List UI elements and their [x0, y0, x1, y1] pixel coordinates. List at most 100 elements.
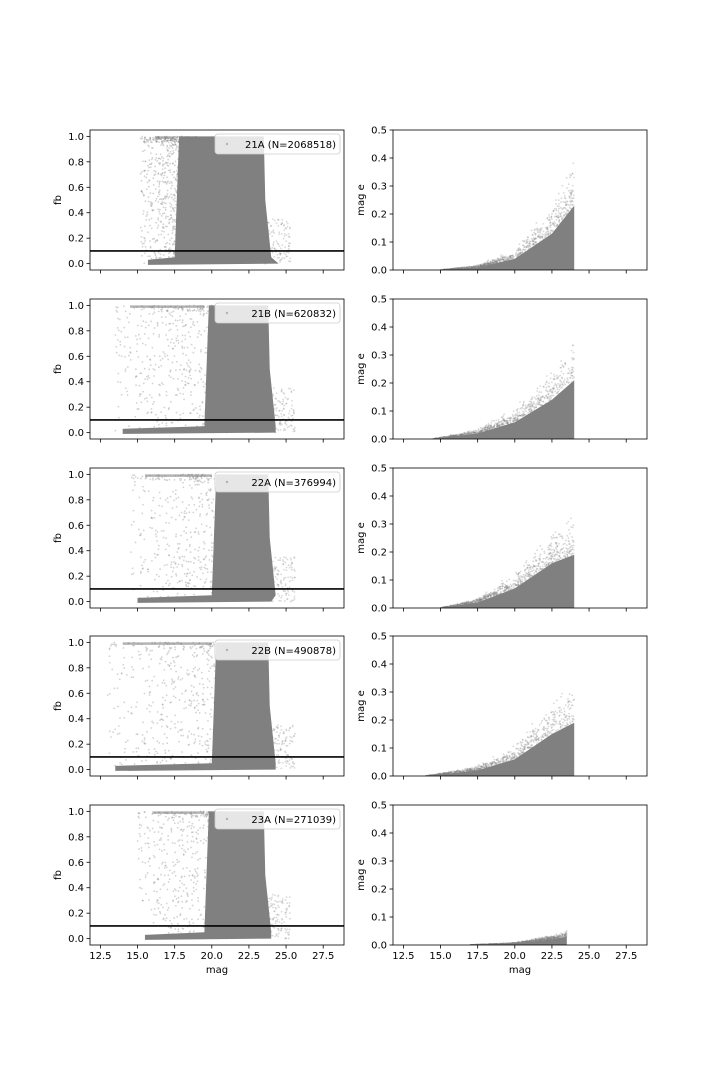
data-point [153, 400, 155, 403]
data-point [537, 398, 540, 401]
data-point [161, 141, 164, 144]
data-point [135, 375, 138, 378]
dense-core [147, 136, 279, 265]
data-point [156, 321, 159, 324]
data-point [283, 428, 286, 430]
axes-frame [89, 129, 345, 271]
data-point [142, 529, 145, 532]
dense-core [137, 474, 276, 603]
data-point [524, 574, 527, 576]
data-point [455, 604, 458, 607]
data-point [569, 376, 571, 379]
data-point [177, 308, 180, 310]
data-point [170, 145, 172, 148]
data-point [501, 416, 503, 418]
data-point [459, 602, 462, 605]
data-point [192, 157, 195, 159]
data-point [183, 224, 186, 227]
data-point [189, 531, 192, 534]
data-point [547, 564, 550, 566]
data-point [284, 422, 287, 425]
data-point [290, 561, 293, 564]
data-point [487, 595, 490, 597]
data-point [554, 212, 557, 215]
data-point [269, 403, 272, 406]
data-point [163, 138, 166, 141]
data-point [163, 245, 166, 248]
data-point [570, 545, 573, 548]
data-point [193, 347, 196, 349]
data-point [181, 223, 183, 226]
data-point [464, 432, 466, 435]
data-point [144, 558, 147, 561]
data-point [144, 326, 147, 329]
data-point [190, 137, 193, 140]
data-point [555, 209, 558, 212]
data-point [169, 139, 172, 142]
data-point [194, 246, 196, 249]
data-point [173, 176, 175, 179]
data-point [202, 698, 204, 701]
data-point [158, 393, 161, 396]
data-point [189, 252, 192, 254]
data-point [194, 178, 197, 181]
data-point [528, 576, 531, 578]
data-point [508, 588, 510, 590]
data-point [177, 203, 180, 206]
data-point [201, 401, 204, 404]
data-point [555, 559, 558, 561]
data-point [221, 674, 224, 677]
data-point [186, 735, 189, 737]
data-point [522, 405, 524, 407]
data-point [180, 215, 183, 218]
data-point [170, 193, 173, 196]
data-point [160, 138, 163, 141]
data-point [479, 264, 482, 267]
data-point [450, 435, 453, 438]
data-point [172, 252, 175, 255]
data-point [169, 162, 172, 165]
data-point [198, 369, 201, 372]
data-point [531, 404, 534, 407]
data-point [205, 493, 207, 495]
data-point [549, 552, 552, 554]
data-point [193, 137, 196, 140]
data-point [498, 425, 501, 427]
data-point [150, 217, 153, 220]
data-point [531, 405, 534, 408]
data-point [203, 330, 206, 332]
data-point [232, 561, 235, 564]
data-point [502, 415, 505, 417]
data-point [191, 136, 194, 138]
data-point [164, 499, 167, 501]
data-point [166, 140, 168, 143]
data-point [151, 527, 154, 530]
data-point [164, 699, 167, 702]
data-point [187, 232, 189, 235]
data-point [181, 579, 183, 582]
data-point [178, 163, 181, 165]
data-point [509, 257, 511, 259]
data-point [190, 212, 193, 215]
data-point [546, 397, 549, 400]
data-point [452, 605, 455, 607]
data-point [526, 406, 529, 409]
data-point [558, 218, 561, 221]
data-point [190, 187, 192, 190]
data-point [187, 309, 190, 312]
data-point [166, 479, 169, 482]
data-point [545, 563, 548, 566]
data-point [491, 592, 494, 595]
data-point [277, 573, 280, 576]
data-point [533, 556, 535, 559]
data-point [166, 139, 169, 142]
data-point [469, 430, 472, 432]
data-point [213, 701, 215, 704]
data-point [528, 410, 531, 413]
data-point [545, 227, 548, 229]
data-point [187, 212, 190, 214]
data-point [275, 409, 278, 412]
data-point [487, 262, 490, 265]
data-point [495, 593, 498, 596]
y-tick-label: 0.3 [371, 520, 387, 531]
